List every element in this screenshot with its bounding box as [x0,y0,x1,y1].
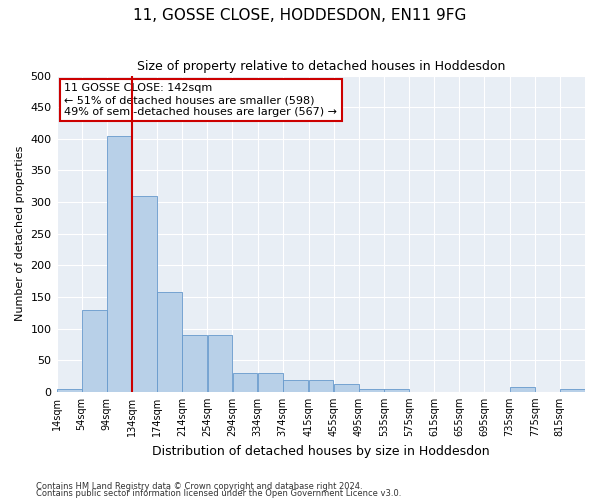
Bar [283,380,308,392]
X-axis label: Distribution of detached houses by size in Hoddesdon: Distribution of detached houses by size … [152,444,490,458]
Bar [157,292,182,392]
Text: 11, GOSSE CLOSE, HODDESDON, EN11 9FG: 11, GOSSE CLOSE, HODDESDON, EN11 9FG [133,8,467,22]
Text: Contains HM Land Registry data © Crown copyright and database right 2024.: Contains HM Land Registry data © Crown c… [36,482,362,491]
Bar [359,388,384,392]
Bar [208,335,232,392]
Bar [182,335,207,392]
Bar [510,386,535,392]
Bar [308,380,334,392]
Bar [107,136,132,392]
Text: 11 GOSSE CLOSE: 142sqm
← 51% of detached houses are smaller (598)
49% of semi-de: 11 GOSSE CLOSE: 142sqm ← 51% of detached… [64,84,337,116]
Bar [334,384,359,392]
Bar [560,388,585,392]
Bar [132,196,157,392]
Text: Contains public sector information licensed under the Open Government Licence v3: Contains public sector information licen… [36,489,401,498]
Bar [258,373,283,392]
Bar [384,388,409,392]
Title: Size of property relative to detached houses in Hoddesdon: Size of property relative to detached ho… [137,60,505,73]
Bar [233,373,257,392]
Y-axis label: Number of detached properties: Number of detached properties [15,146,25,322]
Bar [82,310,107,392]
Bar [56,388,82,392]
